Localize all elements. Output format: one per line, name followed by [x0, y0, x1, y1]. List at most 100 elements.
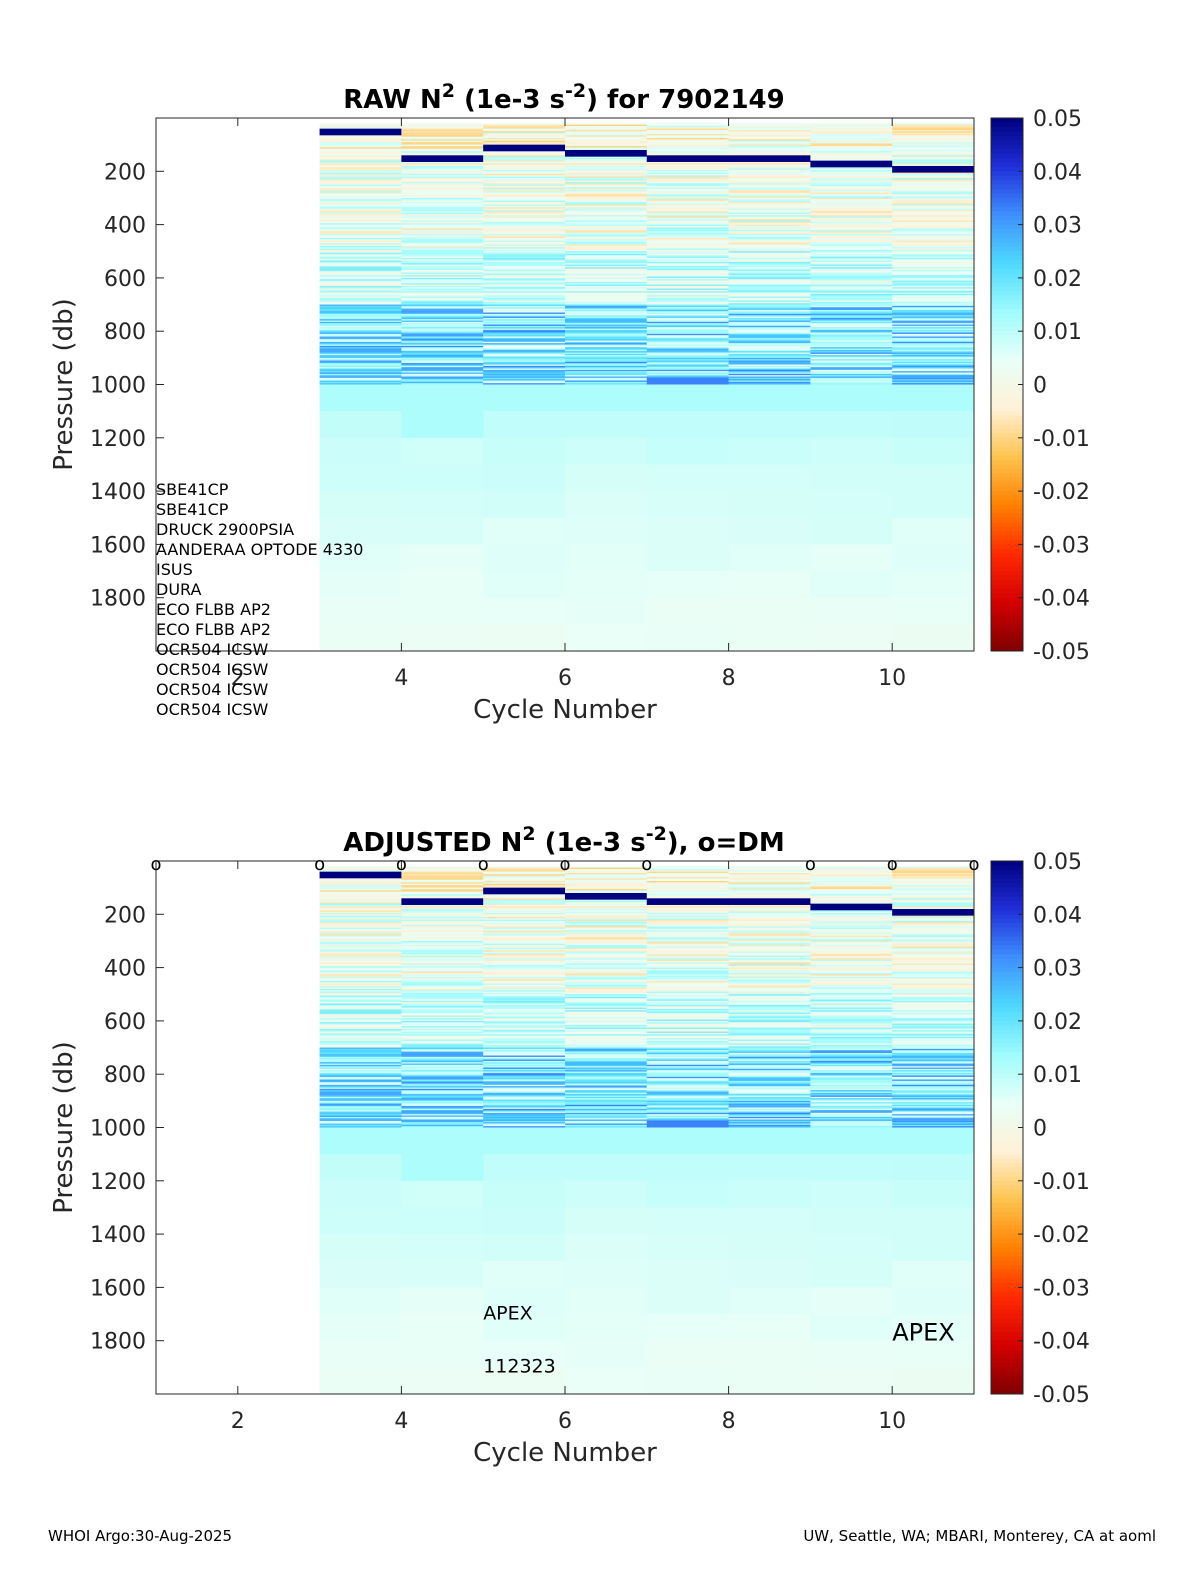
title-superscript: 2 — [522, 823, 535, 845]
profile-column-cycle-9 — [810, 123, 893, 652]
heatmap-cell — [892, 976, 975, 979]
heatmap-cell — [892, 205, 975, 208]
heatmap-cell — [483, 265, 566, 268]
heatmap-cell — [646, 914, 729, 917]
heatmap-cell — [319, 999, 402, 1002]
heatmap-cell — [483, 1092, 566, 1095]
heatmap-cell — [728, 1000, 811, 1003]
heatmap-cell — [810, 1040, 893, 1043]
heatmap-cell — [565, 571, 648, 599]
heatmap-cell — [401, 351, 484, 353]
heatmap-cell — [319, 1087, 402, 1090]
heatmap-cell — [728, 919, 811, 922]
heatmap-cell — [810, 872, 893, 875]
heatmap-cell — [646, 367, 729, 369]
heatmap-cell — [728, 221, 811, 224]
heatmap-cell — [401, 1043, 484, 1046]
heatmap-cell — [728, 212, 811, 215]
heatmap-cell — [810, 199, 893, 202]
heatmap-cell — [401, 352, 484, 355]
heatmap-cell — [319, 1106, 402, 1108]
heatmap-cell — [319, 352, 402, 355]
heatmap-cell — [810, 1123, 893, 1126]
heatmap-cell — [646, 918, 729, 921]
heatmap-cell — [892, 975, 975, 978]
heatmap-cell — [483, 986, 566, 988]
colorbar-segment — [991, 1260, 1023, 1266]
heatmap-cell — [810, 359, 893, 361]
heatmap-cell — [728, 200, 811, 203]
heatmap-cell — [728, 260, 811, 263]
heatmap-cell — [319, 297, 402, 300]
heatmap-cell — [565, 437, 648, 465]
heatmap-cell — [565, 272, 648, 275]
heatmap-cell — [483, 990, 566, 992]
heatmap-cell — [483, 329, 566, 332]
heatmap-cell — [728, 900, 811, 903]
heatmap-cell — [319, 320, 402, 323]
heatmap-cell — [810, 377, 893, 380]
heatmap-cell — [728, 1086, 811, 1088]
heatmap-cell — [483, 1095, 566, 1098]
heatmap-cell — [728, 907, 811, 910]
heatmap-cell — [483, 241, 566, 244]
heatmap-cell — [728, 1042, 811, 1044]
heatmap-cell — [892, 305, 975, 308]
heatmap-cell — [401, 296, 484, 299]
heatmap-cell — [646, 544, 729, 572]
colorbar-segment — [991, 571, 1023, 576]
heatmap-cell — [728, 243, 811, 245]
heatmap-cell — [810, 256, 893, 259]
heatmap-cell — [646, 1016, 729, 1019]
heatmap-cell — [565, 1079, 648, 1082]
heatmap-cell — [483, 1072, 566, 1075]
heatmap-cell — [810, 140, 893, 143]
heatmap-cell — [728, 995, 811, 998]
heatmap-cell — [319, 998, 402, 1000]
heatmap-cell — [565, 127, 648, 130]
heatmap-cell — [483, 946, 566, 949]
heatmap-cell — [810, 966, 893, 968]
heatmap-cell — [646, 288, 729, 291]
heatmap-cell — [565, 216, 648, 219]
heatmap-cell — [646, 1054, 729, 1056]
heatmap-cell — [810, 211, 893, 214]
heatmap-cell — [892, 1046, 975, 1048]
heatmap-cell — [892, 207, 975, 210]
heatmap — [319, 866, 975, 1395]
heatmap-cell — [483, 277, 566, 280]
heatmap-cell — [892, 365, 975, 368]
heatmap-cell — [892, 191, 975, 194]
heatmap-cell — [646, 369, 729, 372]
heatmap-cell — [646, 291, 729, 293]
heatmap-cell — [483, 143, 566, 146]
heatmap-cell — [401, 300, 484, 303]
heatmap-cell — [810, 1110, 893, 1112]
heatmap-cell — [810, 1007, 893, 1010]
heatmap-cell — [319, 915, 402, 918]
heatmap-cell — [810, 938, 893, 941]
heatmap-cell — [892, 932, 975, 935]
heatmap-cell — [728, 1180, 811, 1208]
heatmap-cell — [728, 225, 811, 228]
heatmap-cell — [810, 325, 893, 328]
heatmap-cell — [319, 1084, 402, 1087]
heatmap-cell — [565, 235, 648, 237]
heatmap-cell — [319, 1038, 402, 1040]
colorbar-segment — [991, 1012, 1023, 1017]
heatmap-cell — [401, 947, 484, 950]
heatmap-cell — [810, 273, 893, 276]
heatmap-cell — [728, 184, 811, 187]
heatmap-cell — [401, 1180, 484, 1208]
heatmap-cell — [401, 911, 484, 914]
heatmap-cell — [401, 1074, 484, 1076]
heatmap-cell — [483, 348, 566, 351]
heatmap-cell — [646, 228, 729, 231]
heatmap-cell — [565, 363, 648, 365]
heatmap-cell — [892, 1019, 975, 1022]
heatmap-cell — [319, 363, 402, 365]
heatmap-cell — [892, 293, 975, 296]
heatmap-cell — [892, 1094, 975, 1096]
heatmap-cell — [728, 946, 811, 949]
colorbar-segment — [991, 633, 1023, 639]
